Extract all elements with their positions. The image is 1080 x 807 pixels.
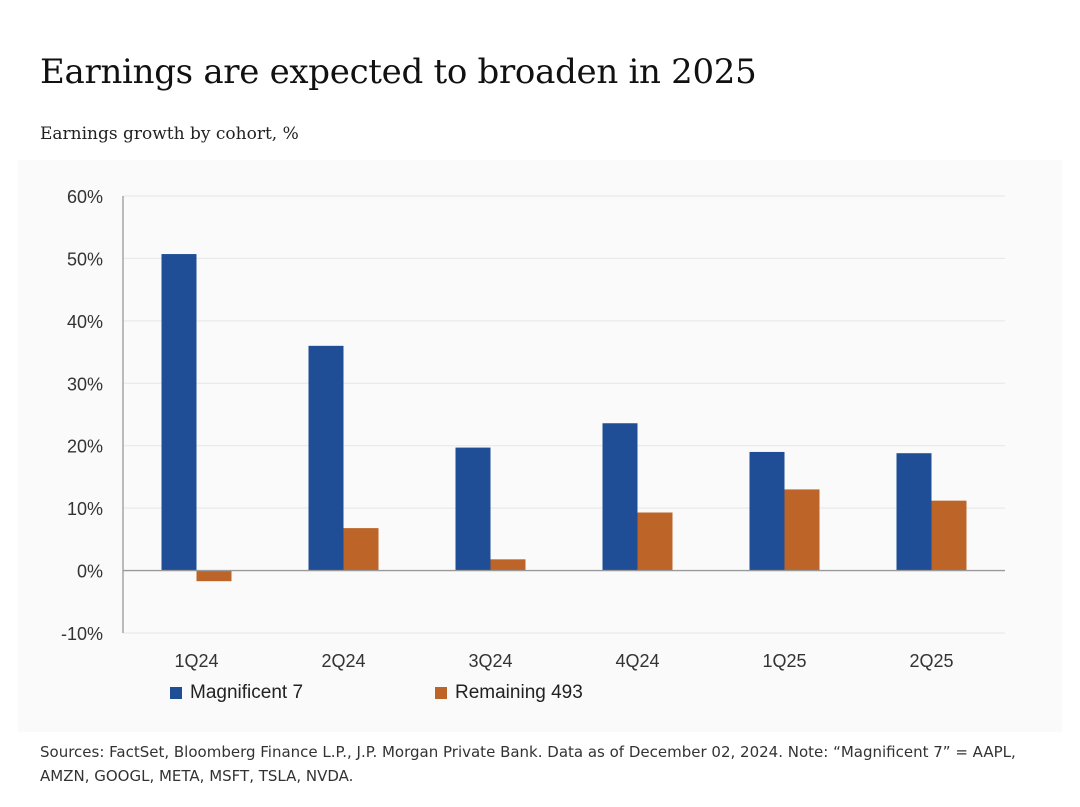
bar-remaining-493 <box>490 559 526 571</box>
bar-remaining-493 <box>931 500 967 571</box>
x-tick-label: 1Q24 <box>174 651 218 671</box>
legend: Magnificent 7 Remaining 493 <box>170 682 700 704</box>
bar-remaining-493 <box>784 489 820 571</box>
x-tick-label: 3Q24 <box>468 651 512 671</box>
bar-remaining-493 <box>637 512 673 571</box>
y-tick-label: 50% <box>67 249 103 269</box>
bar-magnificent-7 <box>896 453 932 571</box>
x-tick-label: 1Q25 <box>762 651 806 671</box>
y-tick-label: 60% <box>67 187 103 207</box>
y-tick-label: 30% <box>67 374 103 394</box>
y-tick-label: 10% <box>67 499 103 519</box>
x-tick-label: 2Q25 <box>909 651 953 671</box>
y-tick-label: 20% <box>67 437 103 457</box>
sources-note: Sources: FactSet, Bloomberg Finance L.P.… <box>40 743 1016 785</box>
legend-label-magnificent-7: Magnificent 7 <box>190 682 304 703</box>
bar-remaining-493 <box>343 528 379 571</box>
legend-swatch-magnificent-7 <box>170 687 182 699</box>
bar-magnificent-7 <box>308 345 344 571</box>
bar-magnificent-7 <box>749 451 785 571</box>
bar-magnificent-7 <box>455 447 491 571</box>
y-tick-label: 0% <box>77 562 103 582</box>
bar-magnificent-7 <box>161 254 197 571</box>
bar-remaining-493 <box>196 570 232 582</box>
x-tick-label: 4Q24 <box>615 651 659 671</box>
bar-magnificent-7 <box>602 423 638 571</box>
legend-swatch-remaining-493 <box>435 687 447 699</box>
chart-subtitle: Earnings growth by cohort, % <box>40 124 299 144</box>
legend-item-remaining-493: Remaining 493 <box>435 682 700 704</box>
legend-label-remaining-493: Remaining 493 <box>455 682 583 703</box>
y-tick-label: 40% <box>67 312 103 332</box>
chart-title: Earnings are expected to broaden in 2025 <box>40 52 757 92</box>
legend-item-magnificent-7: Magnificent 7 <box>170 682 435 704</box>
chart-panel: 60% 50% 40% 30% 20% 10% 0% -10% 1Q24 2Q24 3Q24 4Q24… <box>18 160 1062 732</box>
y-tick-label: -10% <box>61 624 103 644</box>
bar-chart: 60% 50% 40% 30% 20% 10% 0% -10% 1Q24 2Q24 3Q24 4Q24… <box>61 187 1005 671</box>
x-tick-label: 2Q24 <box>321 651 365 671</box>
